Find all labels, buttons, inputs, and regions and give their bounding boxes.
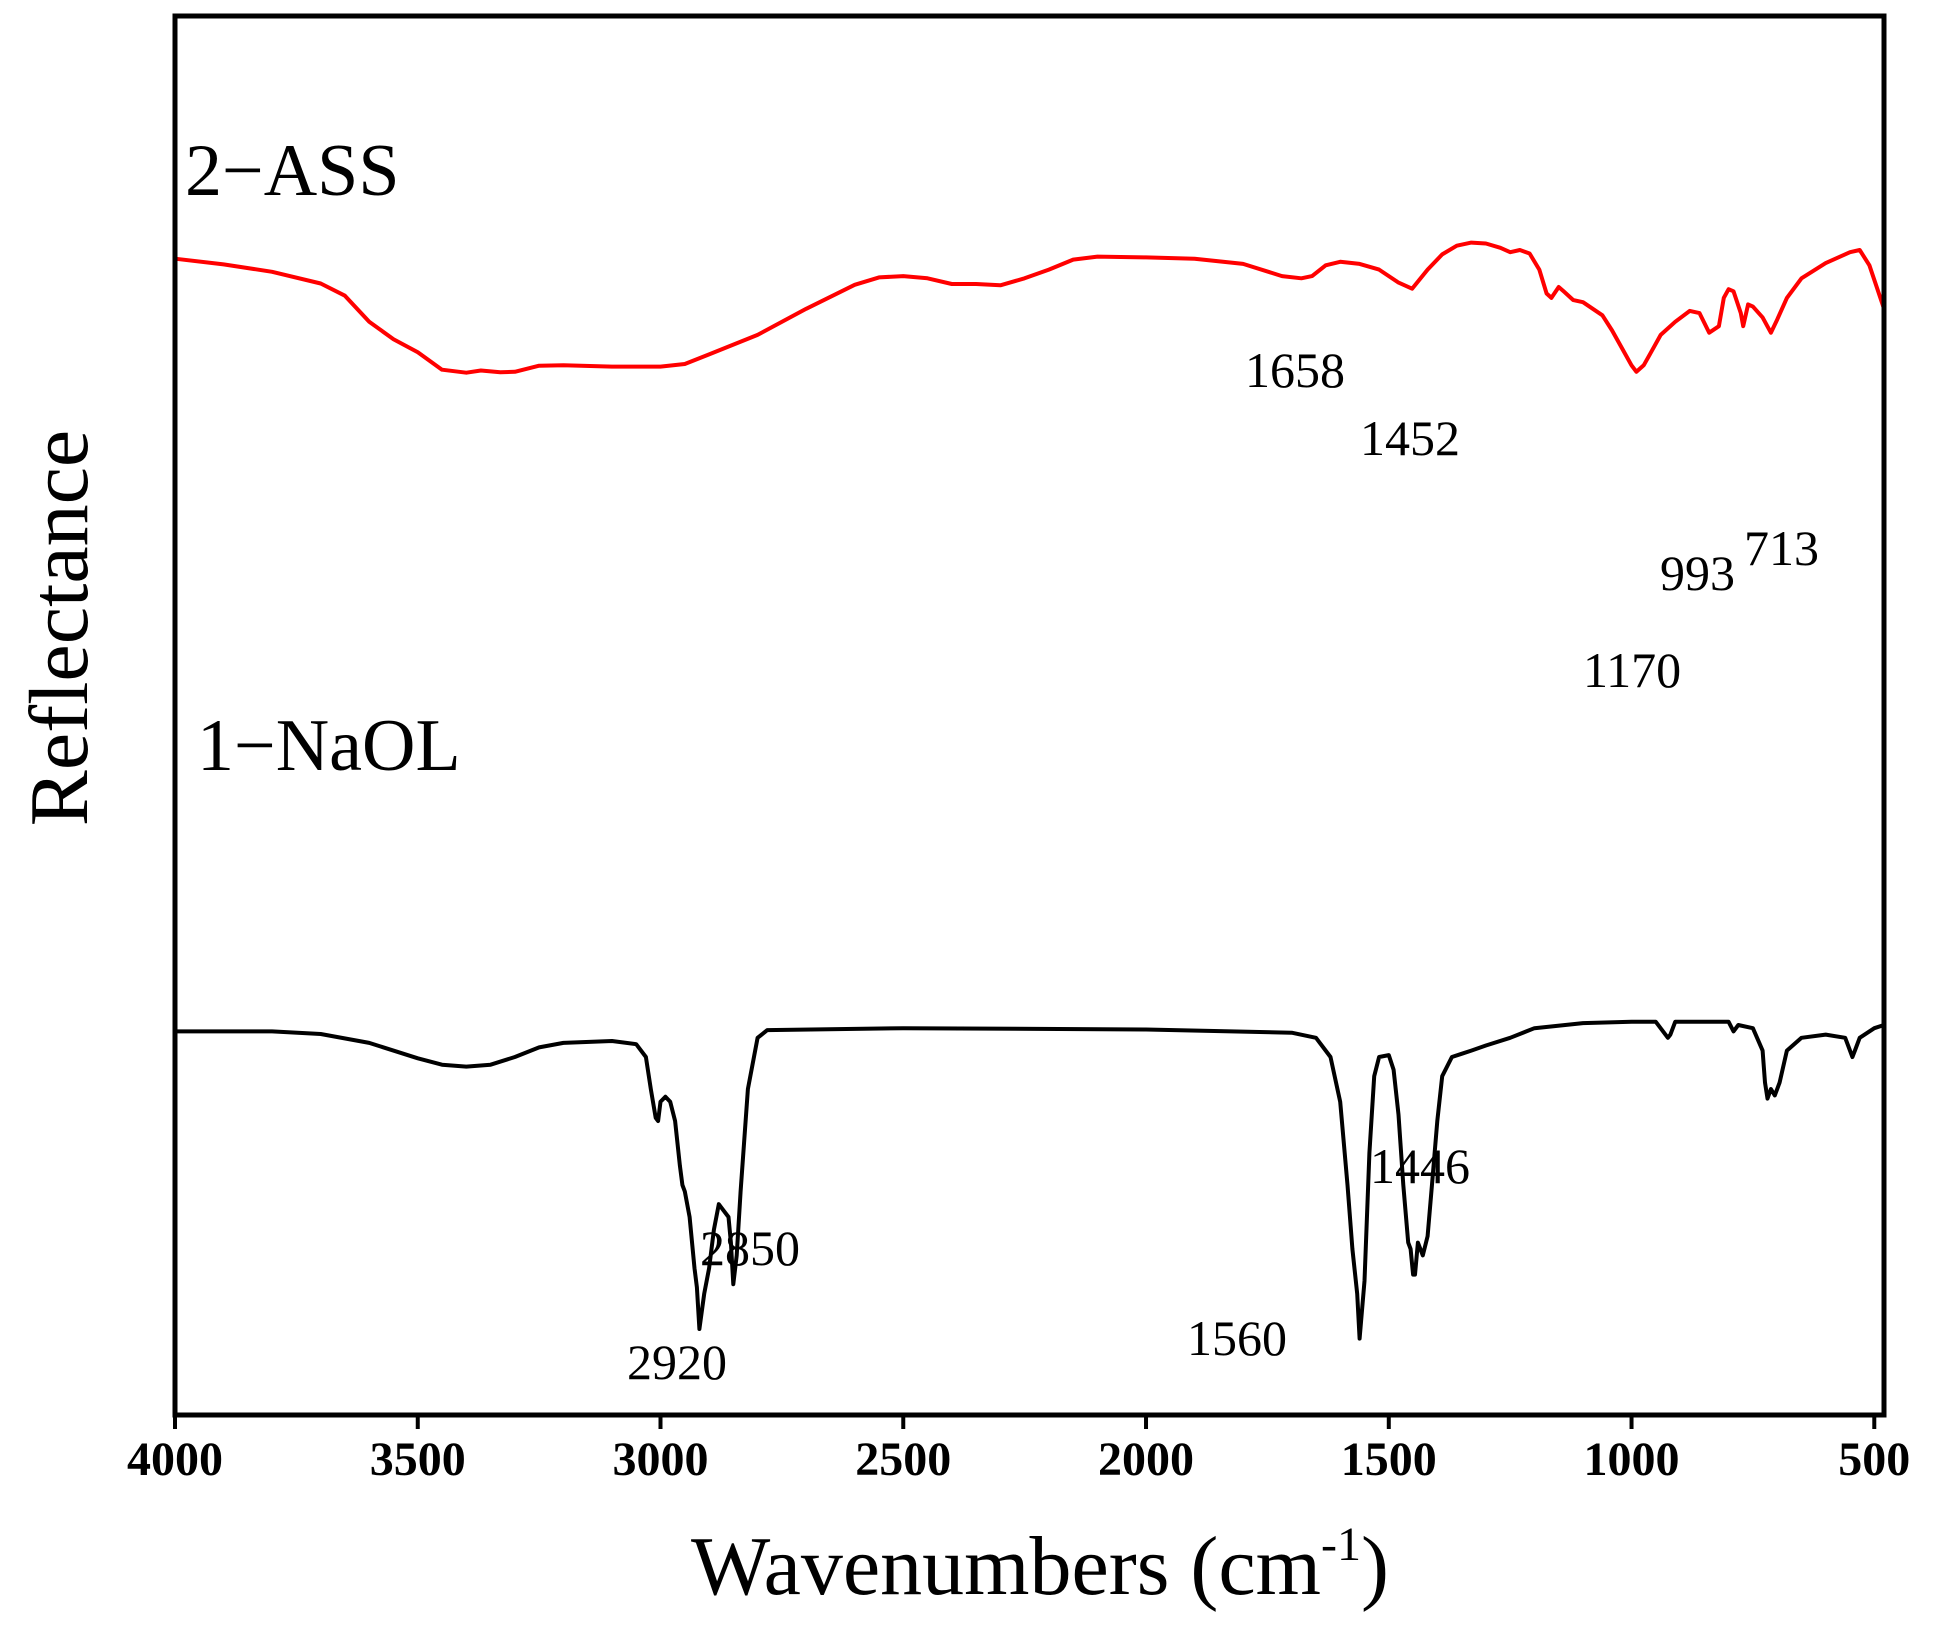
- peak-labels: 1658 1452 1170 993 713 2920 2850 1560 14…: [627, 342, 1819, 1390]
- y-axis-title: Reflectance: [13, 430, 106, 826]
- x-tick-label-2000: 2000: [1098, 1433, 1194, 1486]
- x-axis-title-close-paren: ): [1361, 1520, 1389, 1613]
- x-tick-label-1500: 1500: [1341, 1433, 1437, 1486]
- x-tick-label-3000: 3000: [613, 1433, 709, 1486]
- series-line-naol: [175, 1019, 1885, 1341]
- peak-label-2850: 2850: [700, 1220, 800, 1276]
- peak-label-993: 993: [1660, 545, 1735, 601]
- x-tick-label-1000: 1000: [1584, 1433, 1680, 1486]
- peak-label-1560: 1560: [1187, 1310, 1287, 1366]
- series-labels: 2−ASS 1−NaOL: [185, 130, 461, 787]
- peak-label-1446: 1446: [1370, 1138, 1470, 1194]
- peak-label-713: 713: [1744, 520, 1819, 576]
- x-axis-title: Wavenumbers (cm-1): [691, 1518, 1389, 1613]
- series-line-ass: [174, 240, 1886, 375]
- series-layer: [174, 240, 1886, 1341]
- x-axis-title-main: Wavenumbers (cm: [691, 1520, 1321, 1613]
- x-axis-ticks: [173, 1415, 1877, 1429]
- x-axis-title-superscript: -1: [1321, 1518, 1361, 1571]
- peak-label-1658: 1658: [1245, 342, 1345, 398]
- plot-frame: [172, 13, 1887, 1418]
- x-tick-label-4000: 4000: [127, 1433, 223, 1486]
- x-tick-label-3500: 3500: [370, 1433, 466, 1486]
- x-axis-tick-labels: 4000 3500 3000 2500 2000 1500 1000 500: [127, 1433, 1910, 1486]
- series-label-ass: 2−ASS: [185, 130, 399, 212]
- peak-label-1452: 1452: [1360, 410, 1460, 466]
- x-tick-label-500: 500: [1838, 1433, 1910, 1486]
- series-label-naol: 1−NaOL: [197, 705, 461, 787]
- x-tick-label-2500: 2500: [855, 1433, 951, 1486]
- peak-label-1170: 1170: [1583, 642, 1681, 698]
- peak-label-2920: 2920: [627, 1334, 727, 1390]
